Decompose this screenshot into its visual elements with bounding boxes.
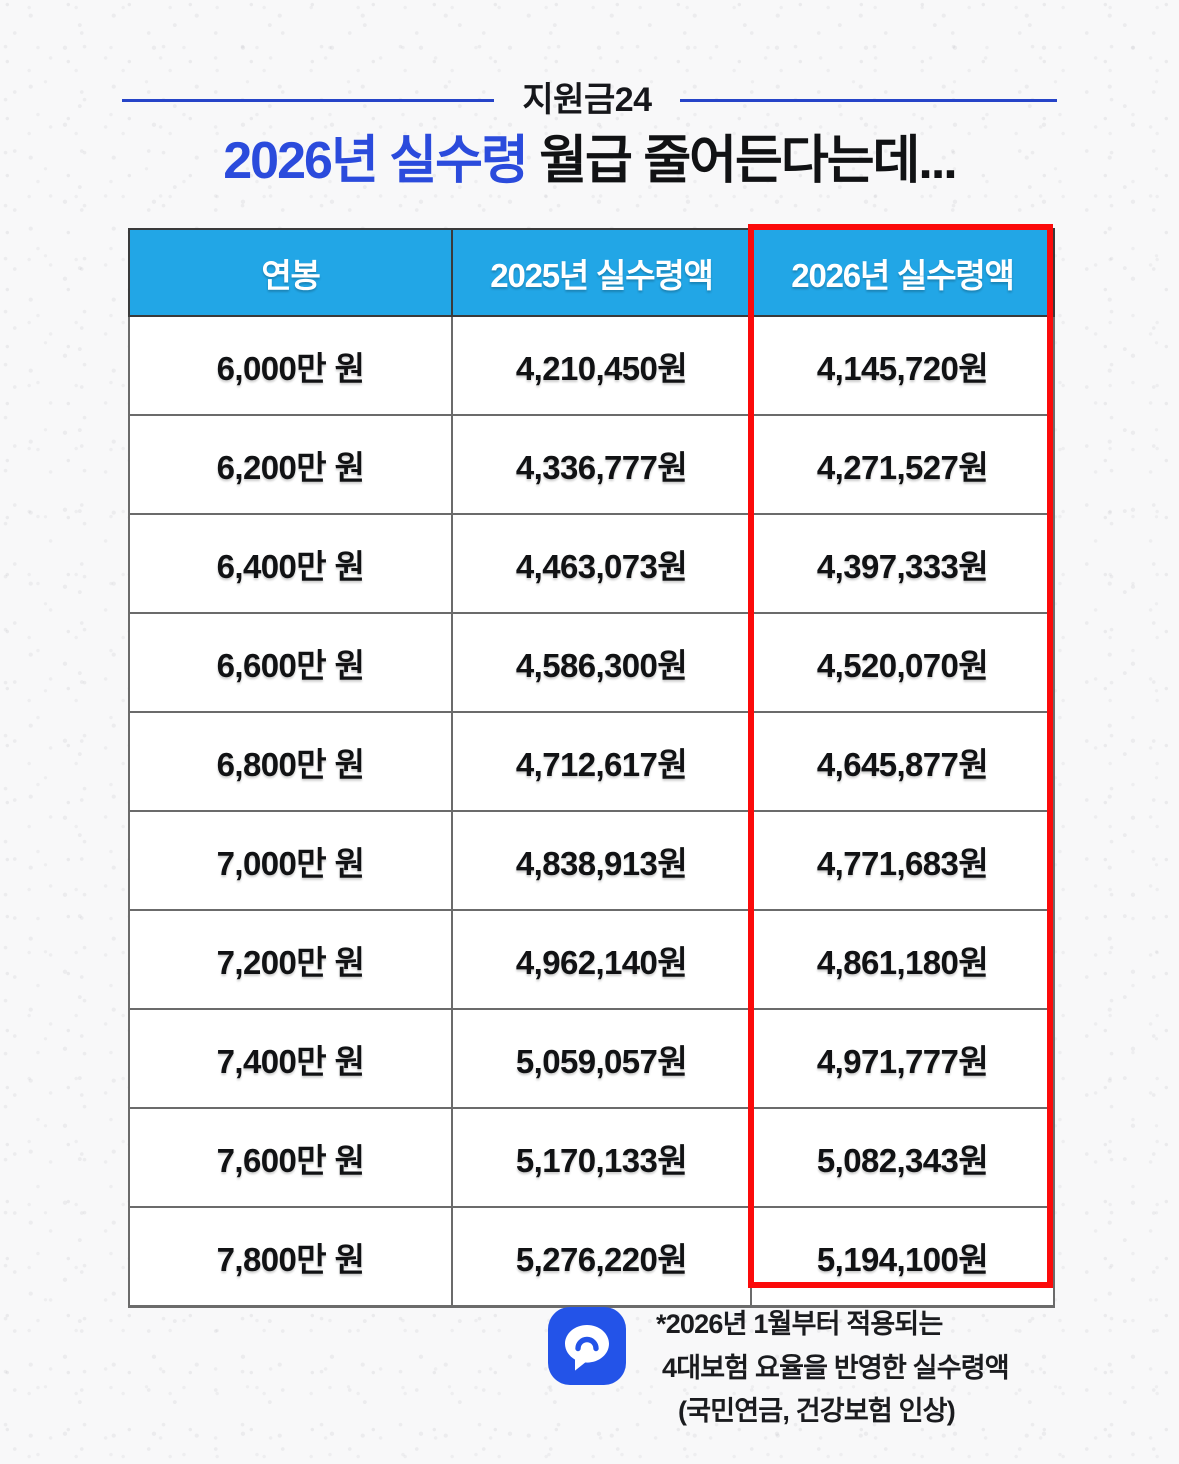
cell-net-2026: 4,397,333원 [750,513,1055,614]
cell-salary: 7,000만 원 [128,810,453,911]
cell-net-2026: 4,971,777원 [750,1008,1055,1109]
table-row: 6,400만 원 4,463,073원 4,397,333원 [128,513,1055,614]
page-title: 2026년 실수령 월급 줄어든다는데... [0,132,1179,192]
table-row: 7,200만 원 4,962,140원 4,861,180원 [128,909,1055,1010]
cell-net-2025: 4,336,777원 [451,414,752,515]
brand-rule-left [122,98,495,102]
footnote-line-3: (국민연금, 건강보험 인상) [678,1396,956,1427]
table-row: 6,600만 원 4,586,300원 4,520,070원 [128,612,1055,713]
table-row: 6,000만 원 4,210,450원 4,145,720원 [128,315,1055,416]
table-row: 7,800만 원 5,276,220원 5,194,100원 [128,1206,1055,1308]
cell-net-2025: 4,712,617원 [451,711,752,812]
cell-salary: 7,200만 원 [128,909,453,1010]
speech-bubble-app-icon [548,1307,626,1385]
cell-salary: 7,800만 원 [128,1206,453,1308]
cell-net-2026: 4,271,527원 [750,414,1055,515]
table-body: 6,000만 원 4,210,450원 4,145,720원 6,200만 원 … [128,315,1055,1308]
column-header-salary: 연봉 [128,228,453,317]
cell-salary: 6,600만 원 [128,612,453,713]
table-row: 7,000만 원 4,838,913원 4,771,683원 [128,810,1055,911]
cell-net-2025: 4,962,140원 [451,909,752,1010]
footnote: *2026년 1월부터 적용되는 4대보험 요율을 반영한 실수령액 (국민연금… [548,1303,1010,1434]
cell-net-2025: 4,838,913원 [451,810,752,911]
footnote-text: *2026년 1월부터 적용되는 4대보험 요율을 반영한 실수령액 (국민연금… [656,1303,1010,1434]
cell-net-2025: 4,586,300원 [451,612,752,713]
cell-net-2025: 4,463,073원 [451,513,752,614]
table-row: 6,800만 원 4,712,617원 4,645,877원 [128,711,1055,812]
cell-net-2026: 4,861,180원 [750,909,1055,1010]
cell-net-2026: 4,771,683원 [750,810,1055,911]
table-row: 6,200만 원 4,336,777원 4,271,527원 [128,414,1055,515]
table-header-row: 연봉 2025년 실수령액 2026년 실수령액 [128,228,1055,317]
cell-net-2025: 4,210,450원 [451,315,752,416]
cell-net-2026: 4,520,070원 [750,612,1055,713]
cell-salary: 6,400만 원 [128,513,453,614]
brand-header: 지원금24 [0,76,1179,124]
cell-net-2025: 5,059,057원 [451,1008,752,1109]
page-title-highlight: 2026년 실수령 [223,132,528,190]
cell-salary: 6,800만 원 [128,711,453,812]
table-row: 7,600만 원 5,170,133원 5,082,343원 [128,1107,1055,1208]
cell-net-2026: 4,645,877원 [750,711,1055,812]
cell-salary: 6,200만 원 [128,414,453,515]
column-header-net-2025: 2025년 실수령액 [451,228,752,317]
cell-net-2025: 5,170,133원 [451,1107,752,1208]
footnote-line-2: 4대보험 요율을 반영한 실수령액 [662,1352,1010,1383]
page-title-rest: 월급 줄어든다는데... [526,132,958,190]
cell-net-2025: 5,276,220원 [451,1206,752,1308]
brand-rule-right [679,98,1057,102]
cell-net-2026: 4,145,720원 [750,315,1055,416]
cell-net-2026: 5,082,343원 [750,1107,1055,1208]
cell-salary: 7,600만 원 [128,1107,453,1208]
net-salary-table: 연봉 2025년 실수령액 2026년 실수령액 6,000만 원 4,210,… [128,228,1055,1308]
table-row: 7,400만 원 5,059,057원 4,971,777원 [128,1008,1055,1109]
cell-salary: 6,000만 원 [128,315,453,416]
cell-net-2026: 5,194,100원 [750,1206,1055,1308]
column-header-net-2026: 2026년 실수령액 [750,228,1055,317]
brand-name: 지원금24 [522,81,652,119]
footnote-line-1: *2026년 1월부터 적용되는 [656,1309,943,1339]
cell-salary: 7,400만 원 [128,1008,453,1109]
